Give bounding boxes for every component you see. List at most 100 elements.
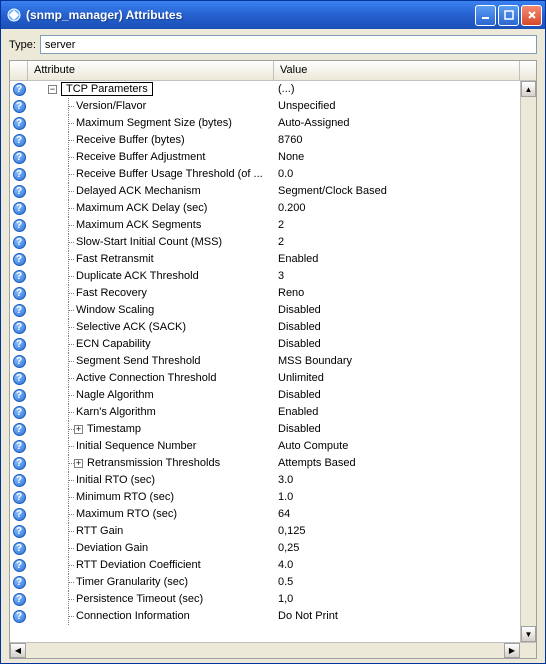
help-icon[interactable]: ?: [13, 423, 26, 436]
attribute-row[interactable]: ?Maximum ACK Segments2: [10, 217, 520, 234]
attribute-cell[interactable]: Receive Buffer Usage Threshold (of ...: [28, 166, 274, 183]
attribute-row[interactable]: ?Duplicate ACK Threshold3: [10, 268, 520, 285]
attribute-cell[interactable]: +Retransmission Thresholds: [28, 455, 274, 472]
attribute-value[interactable]: 0.0: [274, 168, 520, 180]
help-icon[interactable]: ?: [13, 542, 26, 555]
attribute-cell[interactable]: Maximum Segment Size (bytes): [28, 115, 274, 132]
attribute-row[interactable]: ?Receive Buffer (bytes)8760: [10, 132, 520, 149]
attribute-value[interactable]: 4.0: [274, 559, 520, 571]
attribute-cell[interactable]: RTT Gain: [28, 523, 274, 540]
help-icon[interactable]: ?: [13, 525, 26, 538]
help-icon[interactable]: ?: [13, 610, 26, 623]
attribute-value[interactable]: 0.5: [274, 576, 520, 588]
attribute-cell[interactable]: Segment Send Threshold: [28, 353, 274, 370]
horizontal-scrollbar[interactable]: ◀ ▶: [10, 642, 536, 658]
expand-icon[interactable]: +: [74, 459, 83, 468]
attribute-value[interactable]: Segment/Clock Based: [274, 185, 520, 197]
attribute-row[interactable]: ?Maximum ACK Delay (sec)0.200: [10, 200, 520, 217]
attribute-row[interactable]: ?Deviation Gain0,25: [10, 540, 520, 557]
attribute-cell[interactable]: Karn's Algorithm: [28, 404, 274, 421]
expand-icon[interactable]: +: [74, 425, 83, 434]
attribute-value[interactable]: Disabled: [274, 423, 520, 435]
scroll-up-button[interactable]: ▲: [521, 81, 536, 97]
help-icon[interactable]: ?: [13, 219, 26, 232]
attribute-row[interactable]: ?Window ScalingDisabled: [10, 302, 520, 319]
attribute-row[interactable]: ?Selective ACK (SACK)Disabled: [10, 319, 520, 336]
scroll-left-button[interactable]: ◀: [10, 643, 26, 658]
attribute-cell[interactable]: Fast Recovery: [28, 285, 274, 302]
help-icon[interactable]: ?: [13, 440, 26, 453]
attribute-row[interactable]: ?Karn's AlgorithmEnabled: [10, 404, 520, 421]
attribute-cell[interactable]: Receive Buffer Adjustment: [28, 149, 274, 166]
attribute-cell[interactable]: −TCP Parameters: [28, 82, 274, 96]
help-icon[interactable]: ?: [13, 338, 26, 351]
attribute-row[interactable]: ?RTT Deviation Coefficient4.0: [10, 557, 520, 574]
attribute-value[interactable]: Do Not Print: [274, 610, 520, 622]
help-icon[interactable]: ?: [13, 236, 26, 249]
attribute-cell[interactable]: Receive Buffer (bytes): [28, 132, 274, 149]
attribute-value[interactable]: None: [274, 151, 520, 163]
attribute-value[interactable]: Reno: [274, 287, 520, 299]
attribute-value[interactable]: 8760: [274, 134, 520, 146]
scroll-down-button[interactable]: ▼: [521, 626, 536, 642]
attribute-value[interactable]: 3.0: [274, 474, 520, 486]
attribute-value[interactable]: 0.200: [274, 202, 520, 214]
attribute-cell[interactable]: Slow-Start Initial Count (MSS): [28, 234, 274, 251]
attribute-cell[interactable]: Initial Sequence Number: [28, 438, 274, 455]
attribute-value[interactable]: 2: [274, 236, 520, 248]
attribute-row[interactable]: ?Maximum Segment Size (bytes)Auto-Assign…: [10, 115, 520, 132]
attribute-row[interactable]: ?Version/FlavorUnspecified: [10, 98, 520, 115]
attribute-cell[interactable]: Version/Flavor: [28, 98, 274, 115]
attribute-cell[interactable]: Connection Information: [28, 608, 274, 625]
attribute-row[interactable]: ?Slow-Start Initial Count (MSS)2: [10, 234, 520, 251]
attribute-value[interactable]: 2: [274, 219, 520, 231]
help-icon[interactable]: ?: [13, 83, 26, 96]
attribute-row[interactable]: ?Maximum RTO (sec)64: [10, 506, 520, 523]
attribute-row[interactable]: ?Minimum RTO (sec)1.0: [10, 489, 520, 506]
attribute-cell[interactable]: Deviation Gain: [28, 540, 274, 557]
attribute-value[interactable]: Enabled: [274, 406, 520, 418]
help-icon[interactable]: ?: [13, 321, 26, 334]
attribute-cell[interactable]: ECN Capability: [28, 336, 274, 353]
attribute-value[interactable]: 0,125: [274, 525, 520, 537]
help-icon[interactable]: ?: [13, 474, 26, 487]
attribute-value[interactable]: MSS Boundary: [274, 355, 520, 367]
attribute-value[interactable]: Disabled: [274, 304, 520, 316]
help-icon[interactable]: ?: [13, 100, 26, 113]
titlebar[interactable]: (snmp_manager) Attributes: [1, 1, 545, 29]
help-icon[interactable]: ?: [13, 117, 26, 130]
header-icon-col[interactable]: [10, 61, 28, 80]
attribute-row[interactable]: ?Initial Sequence NumberAuto Compute: [10, 438, 520, 455]
vertical-scrollbar[interactable]: ▲ ▼: [520, 81, 536, 642]
attribute-cell[interactable]: Timer Granularity (sec): [28, 574, 274, 591]
header-value[interactable]: Value: [274, 61, 520, 80]
attribute-row[interactable]: ?+TimestampDisabled: [10, 421, 520, 438]
attribute-row[interactable]: ?+Retransmission ThresholdsAttempts Base…: [10, 455, 520, 472]
help-icon[interactable]: ?: [13, 304, 26, 317]
attribute-row[interactable]: ?Fast RecoveryReno: [10, 285, 520, 302]
help-icon[interactable]: ?: [13, 508, 26, 521]
help-icon[interactable]: ?: [13, 185, 26, 198]
help-icon[interactable]: ?: [13, 457, 26, 470]
help-icon[interactable]: ?: [13, 151, 26, 164]
help-icon[interactable]: ?: [13, 134, 26, 147]
help-icon[interactable]: ?: [13, 270, 26, 283]
help-icon[interactable]: ?: [13, 253, 26, 266]
help-icon[interactable]: ?: [13, 287, 26, 300]
attribute-value[interactable]: Unlimited: [274, 372, 520, 384]
attribute-row[interactable]: ?Timer Granularity (sec)0.5: [10, 574, 520, 591]
minimize-button[interactable]: [475, 5, 496, 26]
attribute-cell[interactable]: Nagle Algorithm: [28, 387, 274, 404]
attribute-row[interactable]: ?ECN CapabilityDisabled: [10, 336, 520, 353]
attribute-value[interactable]: Disabled: [274, 321, 520, 333]
attribute-row[interactable]: ?Receive Buffer Usage Threshold (of ...0…: [10, 166, 520, 183]
attribute-cell[interactable]: Duplicate ACK Threshold: [28, 268, 274, 285]
help-icon[interactable]: ?: [13, 168, 26, 181]
attribute-cell[interactable]: Maximum RTO (sec): [28, 506, 274, 523]
attribute-cell[interactable]: Maximum ACK Segments: [28, 217, 274, 234]
attribute-value[interactable]: Auto Compute: [274, 440, 520, 452]
type-input[interactable]: [40, 35, 537, 54]
hscroll-track[interactable]: [26, 643, 504, 658]
attribute-value[interactable]: Disabled: [274, 338, 520, 350]
attribute-cell[interactable]: Fast Retransmit: [28, 251, 274, 268]
